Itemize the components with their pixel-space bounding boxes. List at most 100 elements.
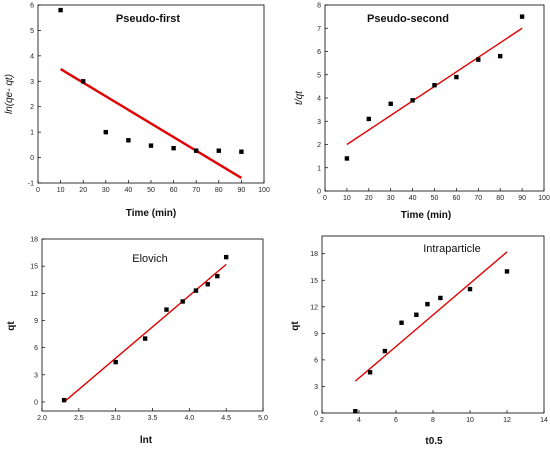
marks-group <box>344 14 525 161</box>
panel-pseudo-second: 0 10 20 30 40 50 60 70 80 90 100 0 1 2 3 4 5 6 7 8 Pseudo-s… <box>294 3 550 222</box>
y-tick-label: 6 <box>34 345 38 352</box>
y-tick-label: 5 <box>317 72 321 79</box>
x-tick-label: 4.0 <box>184 415 194 422</box>
data-point <box>171 145 176 151</box>
data-point <box>367 370 373 375</box>
x-axis-label: Time (min) <box>401 210 451 221</box>
data-point <box>438 295 443 301</box>
data-point <box>425 301 430 307</box>
x-tick-label: 100 <box>258 187 270 194</box>
y-tick-label: 9 <box>34 318 38 325</box>
data-point <box>103 129 108 135</box>
y-tick-label: 15 <box>30 264 38 271</box>
x-tick-label: 0 <box>323 195 327 202</box>
data-point <box>382 348 388 354</box>
plot-frame <box>321 235 545 414</box>
y-tick-label: 4 <box>317 96 321 103</box>
x-tick-label: 3.5 <box>148 415 158 422</box>
x-tick-label: 70 <box>192 187 200 194</box>
tick-group: 2 4 6 8 10 12 14 0 3 6 9 12 15 18 <box>310 251 548 424</box>
data-point <box>432 83 437 88</box>
x-tick-label: 30 <box>387 195 395 202</box>
data-point <box>126 138 131 143</box>
data-point <box>454 74 459 80</box>
x-tick-label: 90 <box>238 187 246 194</box>
x-tick-label: 10 <box>57 187 65 194</box>
y-axis-label: ln(qe- qt) <box>4 74 15 114</box>
x-axis-label: t0.5 <box>425 436 443 447</box>
data-point <box>519 14 525 19</box>
x-axis-label: Time (min) <box>126 208 176 219</box>
y-tick-label: 15 <box>310 278 318 285</box>
data-point <box>239 149 244 154</box>
x-tick-label: 4 <box>357 417 361 424</box>
data-point <box>388 101 393 107</box>
y-tick-label: 6 <box>317 49 321 56</box>
marks-group <box>353 251 510 414</box>
y-tick-label: 8 <box>317 3 321 10</box>
data-point <box>58 7 63 13</box>
data-point <box>467 286 473 292</box>
x-tick-label: 14 <box>540 417 548 424</box>
data-point <box>194 148 199 153</box>
x-tick-label: 6 <box>394 417 398 424</box>
y-tick-label: 0 <box>34 399 38 406</box>
data-point <box>61 397 67 403</box>
data-point <box>476 57 481 62</box>
x-tick-label: 3.0 <box>111 415 121 422</box>
x-tick-label: 50 <box>147 187 155 194</box>
x-tick-label: 40 <box>125 187 133 194</box>
x-tick-label: 100 <box>538 195 550 202</box>
y-axis-label: t/qt <box>294 90 305 105</box>
marks-group <box>61 254 229 403</box>
x-tick-label: 10 <box>343 195 351 202</box>
data-point <box>215 273 220 279</box>
tick-group: 2.0 2.5 3.0 3.5 4.0 4.5 5.0 0 3 6 9 12 15 18 <box>30 237 268 423</box>
x-tick-label: 60 <box>170 187 178 194</box>
y-tick-label: 4 <box>30 53 34 60</box>
chart-title: Elovich <box>132 253 167 265</box>
chart-title: Pseudo-second <box>367 13 449 25</box>
plot-frame <box>324 4 545 192</box>
x-tick-label: 10 <box>466 417 474 424</box>
y-tick-label: 18 <box>30 237 38 244</box>
data-point <box>344 156 350 161</box>
chart-title: Pseudo-first <box>116 13 181 25</box>
data-point <box>223 254 229 260</box>
fit-line <box>59 68 243 179</box>
tick-group: 0 10 20 30 40 50 60 70 80 90 100 0 1 2 3 4 5 6 7 8 <box>317 3 550 203</box>
y-tick-label: 0 <box>317 189 321 196</box>
x-tick-label: 20 <box>365 195 373 202</box>
y-tick-label: 18 <box>310 251 318 258</box>
y-tick-label: 7 <box>317 26 321 33</box>
y-tick-label: 2 <box>317 142 321 149</box>
chart-title: Intraparticle <box>423 243 480 255</box>
y-tick-label: 6 <box>30 3 34 10</box>
marks-group <box>58 7 244 179</box>
y-tick-label: 1 <box>30 130 34 137</box>
x-tick-label: 12 <box>503 417 511 424</box>
y-axis-label: qt <box>290 321 301 331</box>
data-point <box>142 336 148 341</box>
x-tick-label: 70 <box>474 195 482 202</box>
data-point <box>193 288 199 293</box>
y-tick-label: 3 <box>30 79 34 86</box>
y-tick-label: 5 <box>30 28 34 35</box>
x-tick-label: 2.5 <box>74 415 84 422</box>
y-axis-label: qt <box>6 321 17 331</box>
y-tick-label: 0 <box>30 155 34 162</box>
fit-line <box>354 251 508 382</box>
data-point <box>410 98 415 103</box>
x-tick-label: 5.0 <box>258 415 268 422</box>
data-point <box>205 282 210 287</box>
data-point <box>414 312 419 317</box>
x-tick-label: 2 <box>320 417 324 424</box>
plot-frame <box>41 238 264 412</box>
x-axis-label: lnt <box>140 435 153 446</box>
y-tick-label: 9 <box>314 331 318 338</box>
